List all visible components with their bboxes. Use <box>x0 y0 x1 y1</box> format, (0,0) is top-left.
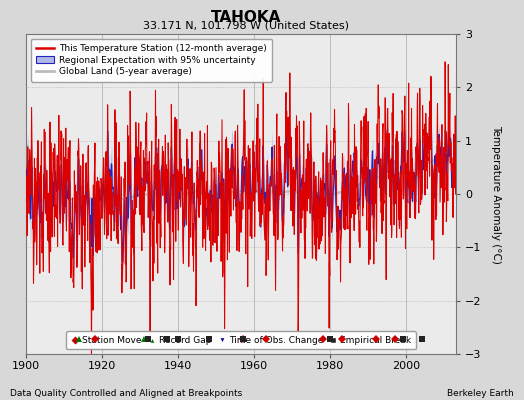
Text: TAHOKA: TAHOKA <box>211 10 281 25</box>
Legend: Station Move, Record Gap, Time of Obs. Change, Empirical Break: Station Move, Record Gap, Time of Obs. C… <box>66 332 416 350</box>
Text: Data Quality Controlled and Aligned at Breakpoints: Data Quality Controlled and Aligned at B… <box>10 389 243 398</box>
Text: Berkeley Earth: Berkeley Earth <box>447 389 514 398</box>
Text: 33.171 N, 101.798 W (United States): 33.171 N, 101.798 W (United States) <box>143 20 350 30</box>
Y-axis label: Temperature Anomaly (°C): Temperature Anomaly (°C) <box>491 124 501 264</box>
